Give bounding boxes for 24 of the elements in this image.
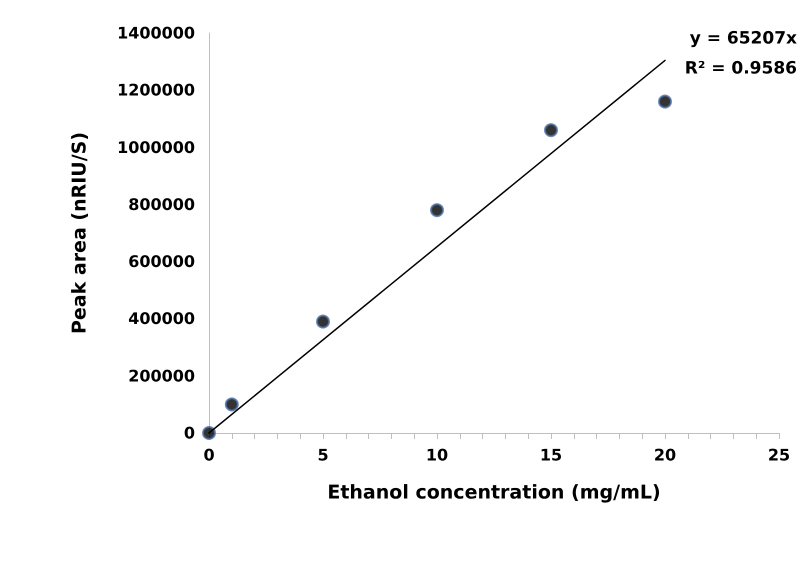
annotation: R² = 0.9586 [684,58,797,78]
point [202,426,216,440]
x-tick-label: 10 [426,446,448,464]
y-tick-label: 600000 [128,252,195,272]
point [544,123,558,138]
y-tick-label: 400000 [128,309,195,328]
y-tick-label: 800000 [128,194,195,214]
point [658,94,672,109]
y-tick-label: 1400000 [117,24,195,42]
point [430,203,444,218]
y-tick-label: 0 [184,424,195,442]
x-tick-label: 5 [317,446,329,464]
point [316,314,330,329]
y-axis-title: Peak area (nRIU/S) [68,132,90,334]
x-tick-label: 25 [768,446,790,464]
x-tick-label: 15 [540,446,562,464]
y-tick-label: 1200000 [117,80,195,100]
y-tick-label: 200000 [128,366,195,386]
point [224,397,239,412]
y-tick-label: 1000000 [117,138,195,157]
x-axis-title: Ethanol concentration (mg/mL) [327,482,661,504]
x-tick-label: 20 [654,446,676,464]
annotation: y = 65207x [690,28,798,48]
x-tick-label: 0 [203,446,215,464]
